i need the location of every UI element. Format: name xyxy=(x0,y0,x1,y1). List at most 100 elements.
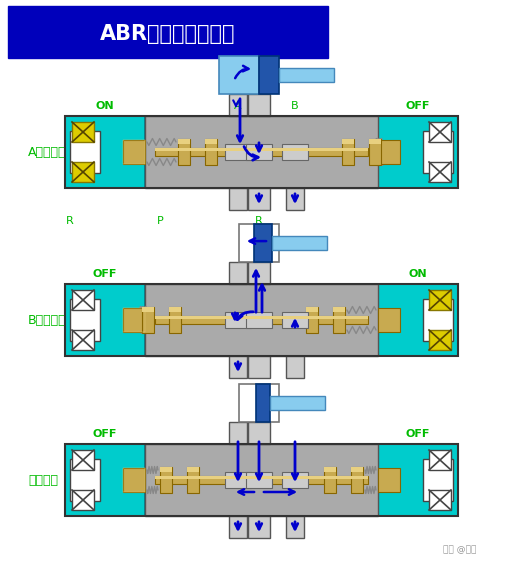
Text: R: R xyxy=(66,216,74,226)
Bar xyxy=(324,467,336,493)
Bar xyxy=(8,6,328,58)
Bar xyxy=(142,307,154,333)
Bar xyxy=(123,468,145,492)
Bar xyxy=(306,307,318,333)
Bar xyxy=(378,284,458,356)
Bar xyxy=(72,450,94,470)
Bar xyxy=(333,307,345,312)
Bar xyxy=(225,144,251,160)
Bar xyxy=(369,139,381,144)
Bar xyxy=(72,330,94,350)
Text: ABR连接「中泄式」: ABR连接「中泄式」 xyxy=(100,24,236,44)
Bar xyxy=(423,299,453,341)
Bar xyxy=(72,290,94,310)
Bar xyxy=(225,472,251,488)
Text: OFF: OFF xyxy=(406,101,430,111)
Bar xyxy=(72,162,94,182)
Bar xyxy=(229,94,247,116)
Bar xyxy=(282,312,308,328)
Bar xyxy=(123,468,145,492)
Bar xyxy=(187,467,199,472)
Bar xyxy=(351,467,363,472)
Bar xyxy=(145,116,378,188)
Bar xyxy=(72,122,94,142)
Bar xyxy=(351,467,363,493)
Text: R: R xyxy=(255,216,263,226)
Bar xyxy=(378,116,458,188)
Bar xyxy=(123,308,145,332)
Bar xyxy=(429,330,451,350)
Bar xyxy=(378,140,400,164)
Bar xyxy=(219,56,259,94)
Bar xyxy=(187,467,199,493)
Bar xyxy=(282,472,308,488)
Bar xyxy=(369,139,381,165)
Bar xyxy=(229,356,247,378)
Text: B侧通电时: B侧通电时 xyxy=(28,314,67,327)
Bar xyxy=(270,396,325,410)
Bar xyxy=(423,131,453,173)
Bar xyxy=(145,284,378,356)
Bar xyxy=(286,188,304,210)
Bar xyxy=(246,472,272,488)
Bar xyxy=(248,188,270,210)
Bar xyxy=(229,422,247,444)
Bar xyxy=(324,467,336,472)
Bar xyxy=(65,444,145,516)
Bar xyxy=(65,284,145,356)
Bar xyxy=(229,516,247,538)
Bar xyxy=(70,459,100,501)
Bar xyxy=(248,262,270,284)
Bar xyxy=(65,116,458,188)
Bar xyxy=(333,307,345,333)
Bar xyxy=(239,224,279,262)
Bar xyxy=(429,490,451,510)
Text: A: A xyxy=(234,101,242,111)
Bar xyxy=(65,116,145,188)
Bar xyxy=(70,131,100,173)
Bar xyxy=(259,56,279,94)
Bar xyxy=(342,139,354,165)
Text: OFF: OFF xyxy=(93,429,117,439)
Bar xyxy=(205,139,217,165)
Bar xyxy=(378,468,400,492)
Bar xyxy=(145,444,378,516)
Bar xyxy=(423,459,453,501)
Bar xyxy=(123,308,145,332)
Text: 不通电时: 不通电时 xyxy=(28,473,58,486)
Bar xyxy=(65,284,458,356)
Bar xyxy=(155,316,368,319)
Bar xyxy=(225,312,251,328)
Bar xyxy=(286,516,304,538)
Text: ON: ON xyxy=(96,101,114,111)
Bar xyxy=(429,450,451,470)
Bar xyxy=(248,94,270,116)
Bar xyxy=(123,140,145,164)
Bar xyxy=(248,516,270,538)
Bar xyxy=(279,68,334,82)
Bar xyxy=(155,476,368,484)
Bar xyxy=(429,290,451,310)
Bar xyxy=(306,307,318,312)
Bar xyxy=(70,299,100,341)
Bar xyxy=(272,236,327,250)
Bar xyxy=(248,356,270,378)
Bar xyxy=(229,188,247,210)
Text: 知乎 @老史: 知乎 @老史 xyxy=(443,545,477,554)
Bar xyxy=(282,144,308,160)
Bar xyxy=(248,422,270,444)
Bar xyxy=(178,139,190,165)
Bar xyxy=(169,307,181,333)
Bar xyxy=(155,316,368,324)
Bar xyxy=(123,140,145,164)
Bar xyxy=(155,148,368,156)
Text: OFF: OFF xyxy=(406,429,430,439)
Bar xyxy=(256,384,270,422)
Text: B: B xyxy=(291,101,299,111)
Bar xyxy=(205,139,217,144)
Bar xyxy=(254,224,272,262)
Bar xyxy=(246,312,272,328)
Bar xyxy=(160,467,172,472)
Bar xyxy=(229,262,247,284)
Bar xyxy=(429,122,451,142)
